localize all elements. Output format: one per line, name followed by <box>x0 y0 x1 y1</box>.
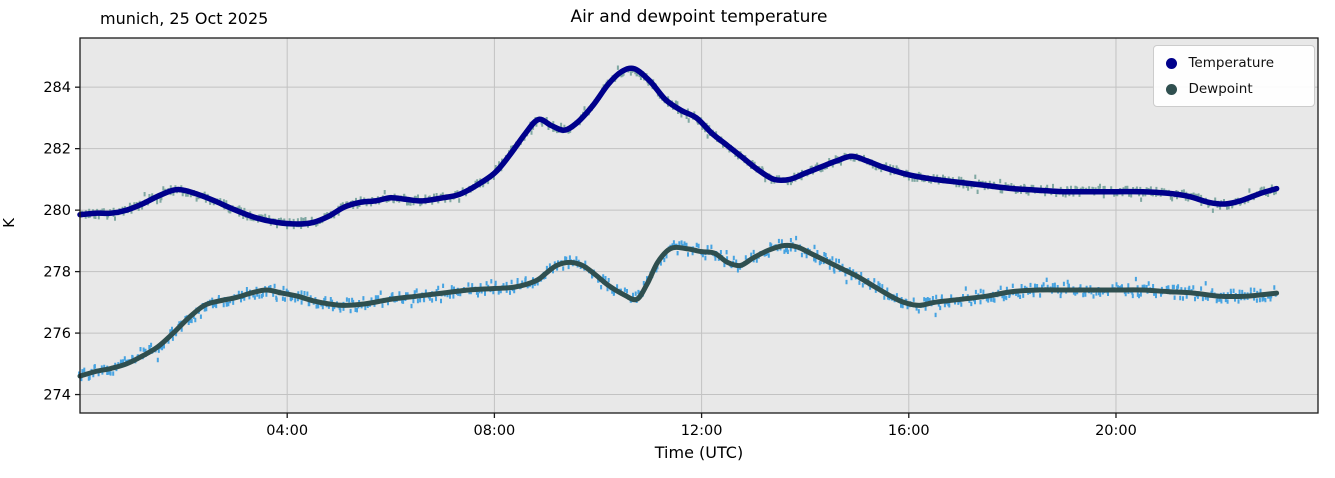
temperature-marker-icon <box>1166 57 1178 69</box>
legend: Temperature Dewpoint <box>1153 45 1315 107</box>
y-tick-label: 280 <box>43 203 71 219</box>
legend-label-dewpoint: Dewpoint <box>1188 81 1253 97</box>
y-tick-label: 276 <box>43 326 71 342</box>
chart-title: Air and dewpoint temperature <box>570 7 828 27</box>
legend-item-temperature: Temperature <box>1166 55 1274 71</box>
y-tick-label: 274 <box>43 388 71 404</box>
dewpoint-line <box>77 242 1280 379</box>
legend-item-dewpoint: Dewpoint <box>1166 81 1274 97</box>
x-tick-label: 08:00 <box>473 423 515 439</box>
y-tick-label: 282 <box>43 142 71 158</box>
x-tick-label: 16:00 <box>888 423 930 439</box>
y-tick-label: 278 <box>43 265 71 281</box>
temperature-line <box>77 65 1280 227</box>
corner-label: munich, 25 Oct 2025 <box>100 9 269 28</box>
y-tick-label: 284 <box>43 80 71 96</box>
legend-label-temperature: Temperature <box>1188 55 1274 71</box>
x-tick-label: 12:00 <box>681 423 723 439</box>
x-tick-label: 04:00 <box>266 423 308 439</box>
axes-frame <box>79 37 1319 414</box>
x-tick-label: 20:00 <box>1095 423 1137 439</box>
y-axis-label: K <box>0 218 18 228</box>
dewpoint-marker-icon <box>1166 83 1178 95</box>
plot-background <box>80 38 1318 413</box>
x-axis-label: Time (UTC) <box>654 443 744 462</box>
